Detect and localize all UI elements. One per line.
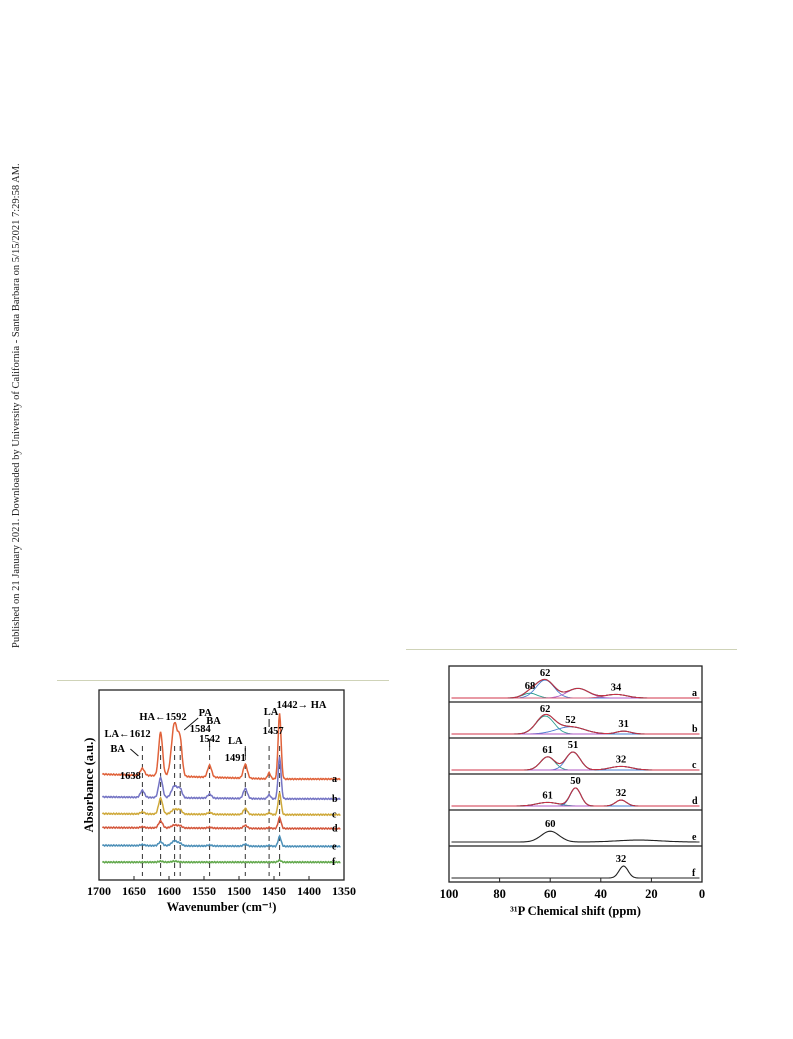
ir-series-label: f — [332, 857, 336, 868]
nmr-fit-component — [451, 692, 700, 699]
ir-series-line — [101, 815, 341, 831]
nmr-panel-label: a — [692, 688, 697, 699]
nmr-panel-label: d — [692, 796, 698, 807]
ir-series-line — [101, 792, 341, 817]
ir-x-axis-label: Wavenumber (cm⁻¹) — [167, 900, 277, 914]
nmr-peak-label: 68 — [525, 681, 536, 692]
ir-annotation-arrow — [130, 748, 139, 757]
nmr-fit-envelope — [451, 751, 700, 771]
ir-y-axis-label: Absorbance (a.u.) — [82, 738, 96, 833]
ir-x-tick-label: 1450 — [262, 884, 286, 898]
nmr-spectrum — [451, 830, 700, 843]
caption-rule-right — [406, 649, 737, 650]
ir-peak-annotation: BA — [206, 716, 221, 727]
nmr-peak-label: 61 — [542, 790, 553, 801]
caption-rule-left — [57, 680, 389, 681]
ir-peak-annotation: LA — [264, 707, 279, 718]
nmr-x-tick-label: 20 — [645, 887, 658, 901]
ir-series-line — [101, 858, 341, 864]
nmr-peak-label: 50 — [570, 776, 581, 787]
ir-peak-annotation: 1491 — [225, 753, 246, 764]
ir-peak-annotation: 1584 — [190, 724, 212, 735]
ir-x-tick-label: 1550 — [192, 884, 216, 898]
nmr-peak-label: 52 — [565, 715, 576, 726]
nmr-peak-label: 32 — [616, 788, 627, 799]
nmr-fit-envelope — [451, 787, 700, 807]
ir-x-tick-label: 1350 — [332, 884, 356, 898]
nmr-peak-label: 32 — [616, 754, 627, 765]
nmr-panel-label: c — [692, 760, 697, 771]
nmr-spectrum — [451, 787, 700, 807]
nmr-x-tick-label: 80 — [493, 887, 506, 901]
ir-x-tick-label: 1400 — [297, 884, 321, 898]
ir-peak-annotation: 1638 — [120, 771, 141, 782]
ir-series-line — [101, 834, 341, 848]
nmr-fit-envelope — [451, 713, 700, 735]
ir-reference-lines — [141, 746, 281, 876]
ir-annotation-arrow — [183, 717, 199, 731]
nmr-fit-envelope — [451, 678, 700, 699]
ir-x-tick-label: 1600 — [157, 884, 181, 898]
ir-x-tick-label: 1500 — [227, 884, 251, 898]
ir-series-label: d — [332, 824, 338, 835]
ir-series-label: a — [332, 774, 337, 785]
ir-x-tick-label: 1650 — [122, 884, 146, 898]
nmr-spectra-chart: 68 62 34 a 62 52 31 b 61 51 32 c 61 50 32 d 60 e 32 f 100 80… — [440, 665, 705, 918]
ir-peak-annotation: 1457 — [263, 726, 284, 737]
ir-series-line — [101, 756, 341, 801]
nmr-fit-component — [451, 787, 700, 807]
ir-x-ticks: 1700 1650 1600 1550 1500 1450 1400 1350 — [87, 876, 356, 898]
nmr-x-tick-label: 60 — [544, 887, 557, 901]
nmr-peak-label: 51 — [568, 740, 579, 751]
nmr-fit-component — [451, 687, 700, 699]
nmr-x-tick-label: 0 — [699, 887, 705, 901]
nmr-panel-label: f — [692, 868, 696, 879]
nmr-fit-component — [451, 799, 700, 807]
nmr-spectrum — [451, 751, 700, 771]
nmr-fit-component — [451, 726, 700, 735]
nmr-fit-component — [451, 751, 700, 771]
nmr-peak-label: 31 — [618, 719, 629, 730]
nmr-spectrum — [451, 865, 700, 879]
nmr-fit-component — [451, 756, 700, 771]
ir-peak-annotation: BA — [110, 744, 125, 755]
ir-series-label: e — [332, 841, 337, 852]
nmr-peak-label: 62 — [540, 704, 551, 715]
ir-x-tick-label: 1700 — [87, 884, 111, 898]
ir-peak-annotation: HA←1592 — [139, 712, 186, 723]
nmr-peak-label: 62 — [540, 668, 551, 679]
ir-plot-frame — [98, 689, 345, 881]
nmr-peak-label: 32 — [616, 854, 627, 865]
nmr-peak-label: 61 — [542, 745, 553, 756]
nmr-panels: 68 62 34 a 62 52 31 b 61 51 32 c 61 50 32 d 60 e 32 f — [449, 668, 702, 879]
nmr-peak-label: 60 — [545, 819, 556, 830]
ir-series-line — [101, 713, 341, 781]
nmr-x-tick-label: 100 — [440, 887, 459, 901]
ir-peak-annotation: LA — [228, 736, 243, 747]
nmr-panel-label: b — [692, 724, 698, 735]
nmr-x-ticks: 100 80 60 40 20 0 — [440, 878, 705, 901]
nmr-peak-label: 34 — [611, 682, 622, 693]
ir-peak-annotation: PA — [199, 708, 213, 719]
nmr-x-tick-label: 40 — [595, 887, 608, 901]
ir-series-label: b — [332, 794, 338, 805]
ir-series-label: c — [332, 810, 337, 821]
ir-peak-annotation: LA←1612 — [105, 729, 151, 740]
nmr-panel-label: e — [692, 832, 697, 843]
ir-peak-annotation: 1442→ HA — [277, 700, 327, 711]
nmr-x-axis-label: ³¹P Chemical shift (ppm) — [510, 904, 641, 918]
